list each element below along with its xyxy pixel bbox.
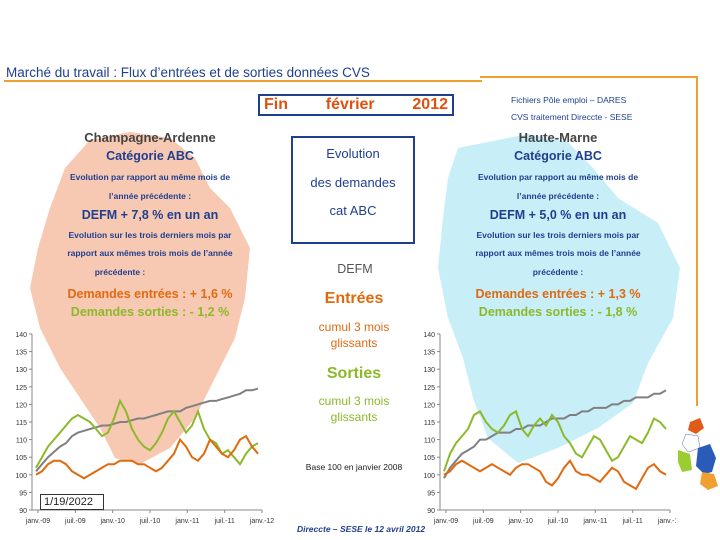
- legend-entrees: Entrées: [324, 290, 384, 307]
- left-chart-x-tick-label: janv.-09: [25, 518, 50, 525]
- right-chart-y-tick-label: 135: [423, 350, 435, 357]
- right-chart-y-tick-label: 90: [427, 508, 435, 515]
- right-evo-year-2: l’année précédente :: [516, 191, 600, 201]
- map-shape-left: [30, 132, 250, 464]
- left-chart-y-tick-label: 120: [15, 402, 27, 409]
- left-chart-y-tick-label: 140: [15, 332, 27, 339]
- left-chart-x-tick-label: juil.-10: [139, 518, 161, 525]
- source-line-2: CVS traitement Direccte - SESE: [511, 112, 633, 122]
- left-chart-y-tick-label: 115: [16, 420, 27, 427]
- frame-right-line: [696, 76, 698, 406]
- map-icon-south: [700, 472, 718, 490]
- map-shape-right: [438, 134, 680, 463]
- map-icon-haute-marne: [696, 444, 716, 474]
- evo-label-3: cat ABC: [329, 203, 377, 218]
- footer-credit: Direccte – SESE le 12 avril 2012: [297, 524, 426, 534]
- source-line-1: Fichiers Pôle emploi – DARES: [511, 95, 627, 105]
- left-chart-y-tick-label: 130: [15, 367, 27, 374]
- header-fin: Fin: [264, 96, 288, 113]
- right-chart-y-tick-label: 100: [423, 473, 435, 480]
- left-chart-y-tick-label: 110: [16, 438, 27, 445]
- right-chart-x-tick-label: juil.-11: [622, 518, 643, 525]
- legend-defm: DEFM: [337, 262, 373, 276]
- left-evo-3m-1: Evolution sur les trois derniers mois pa…: [68, 230, 232, 240]
- right-chart-series-sorties: [443, 458, 667, 491]
- right-chart-x-tick-label: janv.-09: [433, 518, 458, 525]
- evolution-box: [291, 136, 415, 244]
- right-chart-y-tick-label: 140: [423, 332, 435, 339]
- header-month: février: [325, 96, 375, 113]
- left-evo-year-2: l’année précédente :: [108, 191, 192, 201]
- right-sorties: Demandes sorties : - 1,8 %: [478, 305, 638, 319]
- right-chart-y-tick-label: 120: [423, 402, 435, 409]
- left-chart-x-tick-label: janv.-12: [249, 518, 274, 525]
- legend-base: Base 100 en janvier 2008: [305, 462, 403, 472]
- left-region-name: Champagne-Ardenne: [84, 130, 216, 145]
- legend-entrees-sub-1: cumul 3 mois: [318, 320, 390, 334]
- right-region-name: Haute-Marne: [518, 130, 598, 145]
- map-icon-aube: [678, 450, 692, 472]
- legend-sorties: Sorties: [326, 365, 382, 382]
- header-year: 2012: [412, 96, 448, 113]
- left-chart-series-defm: [35, 387, 259, 472]
- chart-left: 90 95 100 105 110 115 120 125 130 135 140 janv.-09 j…: [15, 332, 274, 525]
- left-chart-series-sorties: [35, 434, 259, 480]
- left-chart-y-tick-label: 90: [19, 508, 27, 515]
- left-evo-year-1: Evolution par rapport au même mois de: [69, 172, 231, 182]
- evo-label-1: Evolution: [326, 146, 380, 161]
- map-icon-marne: [681, 433, 701, 453]
- right-chart-y-tick-label: 95: [427, 490, 435, 497]
- legend-sorties-sub-1: cumul 3 mois: [318, 394, 390, 408]
- right-chart-x-tick-label: janv.-12: [657, 518, 676, 525]
- right-chart-x-tick-label: juil.-09: [472, 518, 494, 525]
- right-chart-x-tick-label: janv.-11: [582, 518, 607, 525]
- right-entrees: Demandes entrées : + 1,3 %: [475, 287, 641, 301]
- regional-map-icon: [678, 418, 718, 490]
- right-evo-3m-1: Evolution sur les trois derniers mois pa…: [476, 230, 640, 240]
- left-sorties: Demandes sorties : - 1,2 %: [70, 305, 230, 319]
- legend-sorties-sub-2: glissants: [330, 410, 378, 424]
- right-evo-3m-3: précédente :: [532, 267, 584, 277]
- evo-label-2: des demandes: [310, 175, 396, 190]
- period-header: Fin février 2012: [258, 94, 454, 116]
- left-category: Catégorie ABC: [106, 149, 194, 163]
- left-defm: DEFM + 7,8 % en un an: [81, 208, 219, 222]
- right-chart-y-tick-label: 130: [423, 367, 435, 374]
- left-chart-y-tick-label: 95: [19, 490, 27, 497]
- left-evo-3m-2: rapport aux mêmes trois mois de l’année: [67, 248, 233, 258]
- right-evo-3m-2: rapport aux mêmes trois mois de l’année: [475, 248, 641, 258]
- right-category: Catégorie ABC: [514, 149, 602, 163]
- legend-entrees-sub-2: glissants: [330, 336, 378, 350]
- left-chart-x-tick-label: juil.-09: [64, 518, 86, 525]
- left-chart-y-tick-label: 100: [15, 473, 27, 480]
- date-box: 1/19/2022: [40, 494, 104, 510]
- right-chart-y-tick-label: 110: [424, 438, 435, 445]
- left-chart-y-tick-label: 135: [15, 350, 27, 357]
- page-title: Marché du travail : Flux d’entrées et de…: [6, 65, 370, 80]
- left-chart-x-tick-label: juil.-11: [214, 518, 235, 525]
- map-champagne-ardenne: [30, 132, 250, 464]
- right-chart-y-tick-label: 115: [424, 420, 435, 427]
- left-chart-series-entrees: [35, 398, 259, 469]
- left-chart-y-tick-label: 125: [15, 385, 27, 392]
- right-defm: DEFM + 5,0 % en un an: [489, 208, 627, 222]
- right-chart-x-tick-label: juil.-10: [547, 518, 569, 525]
- left-chart-y-tick-label: 105: [15, 455, 27, 462]
- right-chart-y-tick-label: 125: [423, 385, 435, 392]
- frame-top-line: [480, 76, 698, 78]
- left-entrees: Demandes entrées : + 1,6 %: [67, 287, 233, 301]
- right-chart-x-tick-label: janv.-10: [507, 518, 532, 525]
- left-evo-3m-3: précédente :: [94, 267, 146, 277]
- map-haute-marne: [438, 134, 680, 463]
- left-chart-x-tick-label: janv.-10: [99, 518, 124, 525]
- right-chart-series-defm: [443, 389, 667, 479]
- title-underline: [4, 80, 482, 82]
- right-chart-y-tick-label: 105: [423, 455, 435, 462]
- right-evo-year-1: Evolution par rapport au même mois de: [477, 172, 639, 182]
- left-chart-x-tick-label: janv.-11: [174, 518, 199, 525]
- map-icon-ardennes: [688, 418, 704, 434]
- chart-right: 90 95 100 105 110 115 120 125 130 135 140 janv.-09 j…: [423, 332, 676, 525]
- right-chart-series-entrees: [443, 409, 667, 472]
